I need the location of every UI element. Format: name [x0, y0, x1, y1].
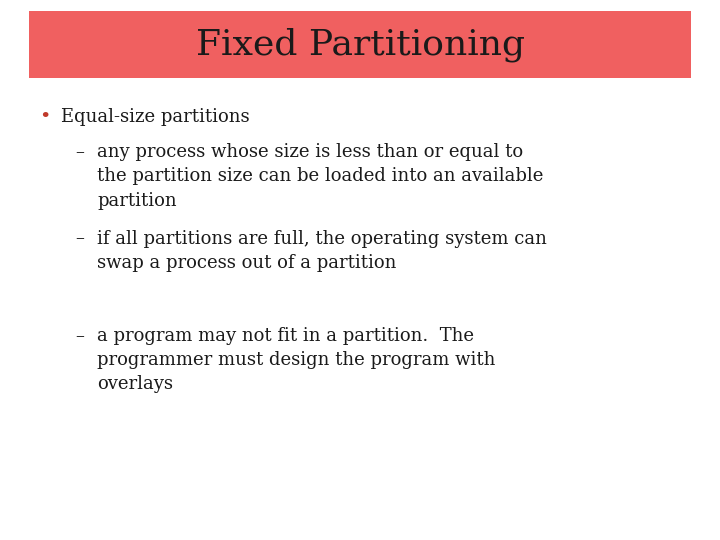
- Text: –: –: [76, 143, 84, 161]
- Text: if all partitions are full, the operating system can
swap a process out of a par: if all partitions are full, the operatin…: [97, 230, 547, 272]
- Text: –: –: [76, 230, 84, 247]
- FancyBboxPatch shape: [29, 11, 691, 78]
- Text: any process whose size is less than or equal to
the partition size can be loaded: any process whose size is less than or e…: [97, 143, 544, 210]
- Text: a program may not fit in a partition.  The
programmer must design the program wi: a program may not fit in a partition. Th…: [97, 327, 495, 393]
- Text: –: –: [76, 327, 84, 345]
- Text: Fixed Partitioning: Fixed Partitioning: [196, 28, 524, 62]
- Text: Equal-size partitions: Equal-size partitions: [61, 108, 250, 126]
- Text: •: •: [40, 108, 51, 126]
